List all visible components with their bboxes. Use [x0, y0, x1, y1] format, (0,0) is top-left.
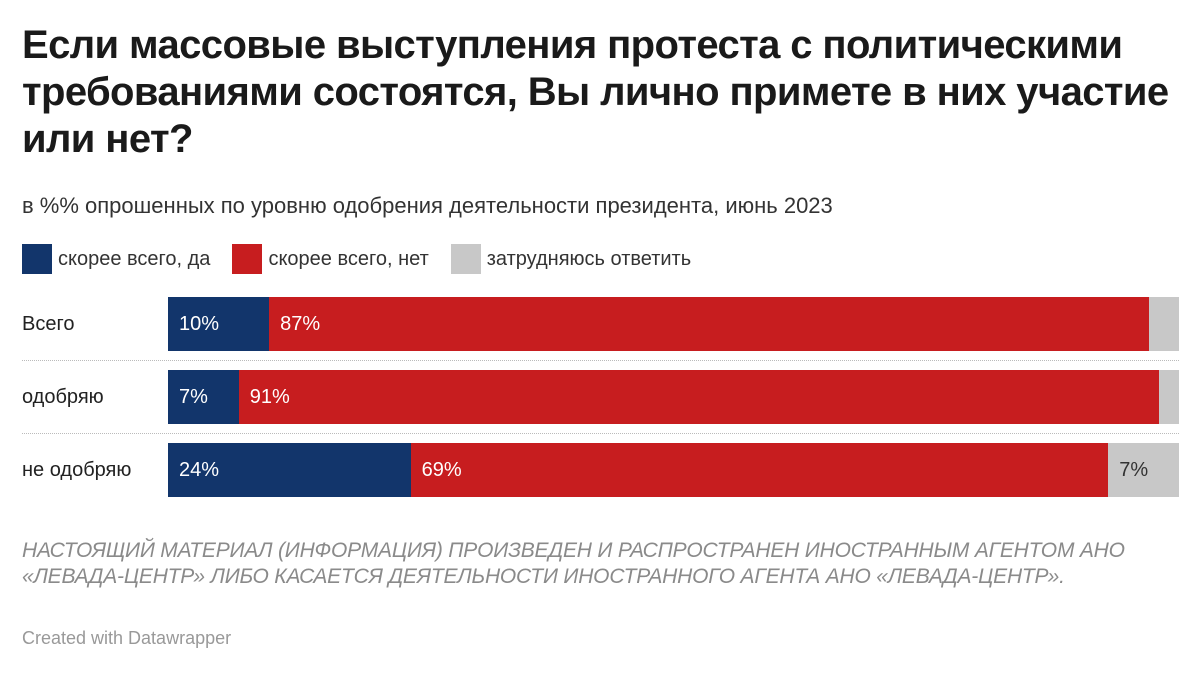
- legend: скорее всего, да скорее всего, нет затру…: [22, 244, 713, 274]
- data-label: 7%: [179, 386, 208, 408]
- row-label: Всего: [22, 313, 75, 335]
- bar-track: 24% 69% 7%: [168, 443, 1179, 497]
- row-label: одобряю: [22, 386, 104, 408]
- bar-segment-unsure: [1158, 370, 1179, 424]
- bar-segment-unsure: 7%: [1108, 443, 1179, 497]
- data-label: 10%: [179, 313, 220, 335]
- bar-row: Всего 10% 87%: [0, 295, 1200, 353]
- legend-label-yes: скорее всего, да: [58, 247, 211, 270]
- bar-segment-yes: 10%: [168, 297, 270, 351]
- bar-segment-no: 87%: [269, 297, 1149, 351]
- bar-segment-yes: 7%: [168, 370, 239, 424]
- bar-segment-no: 91%: [238, 370, 1159, 424]
- data-label: 7%: [1119, 459, 1149, 481]
- legend-item-yes: скорее всего, да: [22, 244, 210, 274]
- bar-segment-no: 69%: [410, 443, 1109, 497]
- row-divider: [22, 433, 1179, 434]
- bar-track: 10% 87%: [168, 297, 1179, 351]
- legend-swatch-no: [232, 244, 263, 274]
- legend-label-no: скорее всего, нет: [268, 247, 429, 270]
- row-label: не одобряю: [22, 459, 132, 481]
- bar-segment-unsure: [1148, 297, 1179, 351]
- chart-subtitle: в %% опрошенных по уровню одобрения деят…: [22, 193, 833, 218]
- data-label: 69%: [421, 459, 462, 481]
- bar-row: не одобряю 24% 69% 7%: [0, 441, 1200, 499]
- legend-swatch-unsure: [450, 244, 481, 274]
- legend-item-unsure: затрудняюсь ответить: [450, 244, 692, 274]
- stacked-bar-chart: Всего 10% 87% одобряю 7% 91% не одобряю 24% 69% 7…: [0, 295, 1200, 505]
- legend-label-unsure: затрудняюсь ответить: [486, 247, 692, 270]
- data-label: 87%: [280, 313, 321, 335]
- bar-segment-yes: 24%: [168, 443, 411, 497]
- row-divider: [22, 360, 1179, 361]
- chart-title: Если массовые выступления протеста с пол…: [22, 23, 1169, 161]
- data-label: 24%: [179, 459, 220, 481]
- bar-row: одобряю 7% 91%: [0, 368, 1200, 426]
- data-label: 91%: [249, 386, 290, 408]
- foreign-agent-notice: НАСТОЯЩИЙ МАТЕРИАЛ (ИНФОРМАЦИЯ) ПРОИЗВЕД…: [22, 539, 1125, 588]
- legend-swatch-yes: [22, 244, 52, 274]
- legend-item-no: скорее всего, нет: [232, 244, 429, 274]
- bar-track: 7% 91%: [168, 370, 1179, 424]
- datawrapper-credit: Created with Datawrapper: [22, 628, 232, 648]
